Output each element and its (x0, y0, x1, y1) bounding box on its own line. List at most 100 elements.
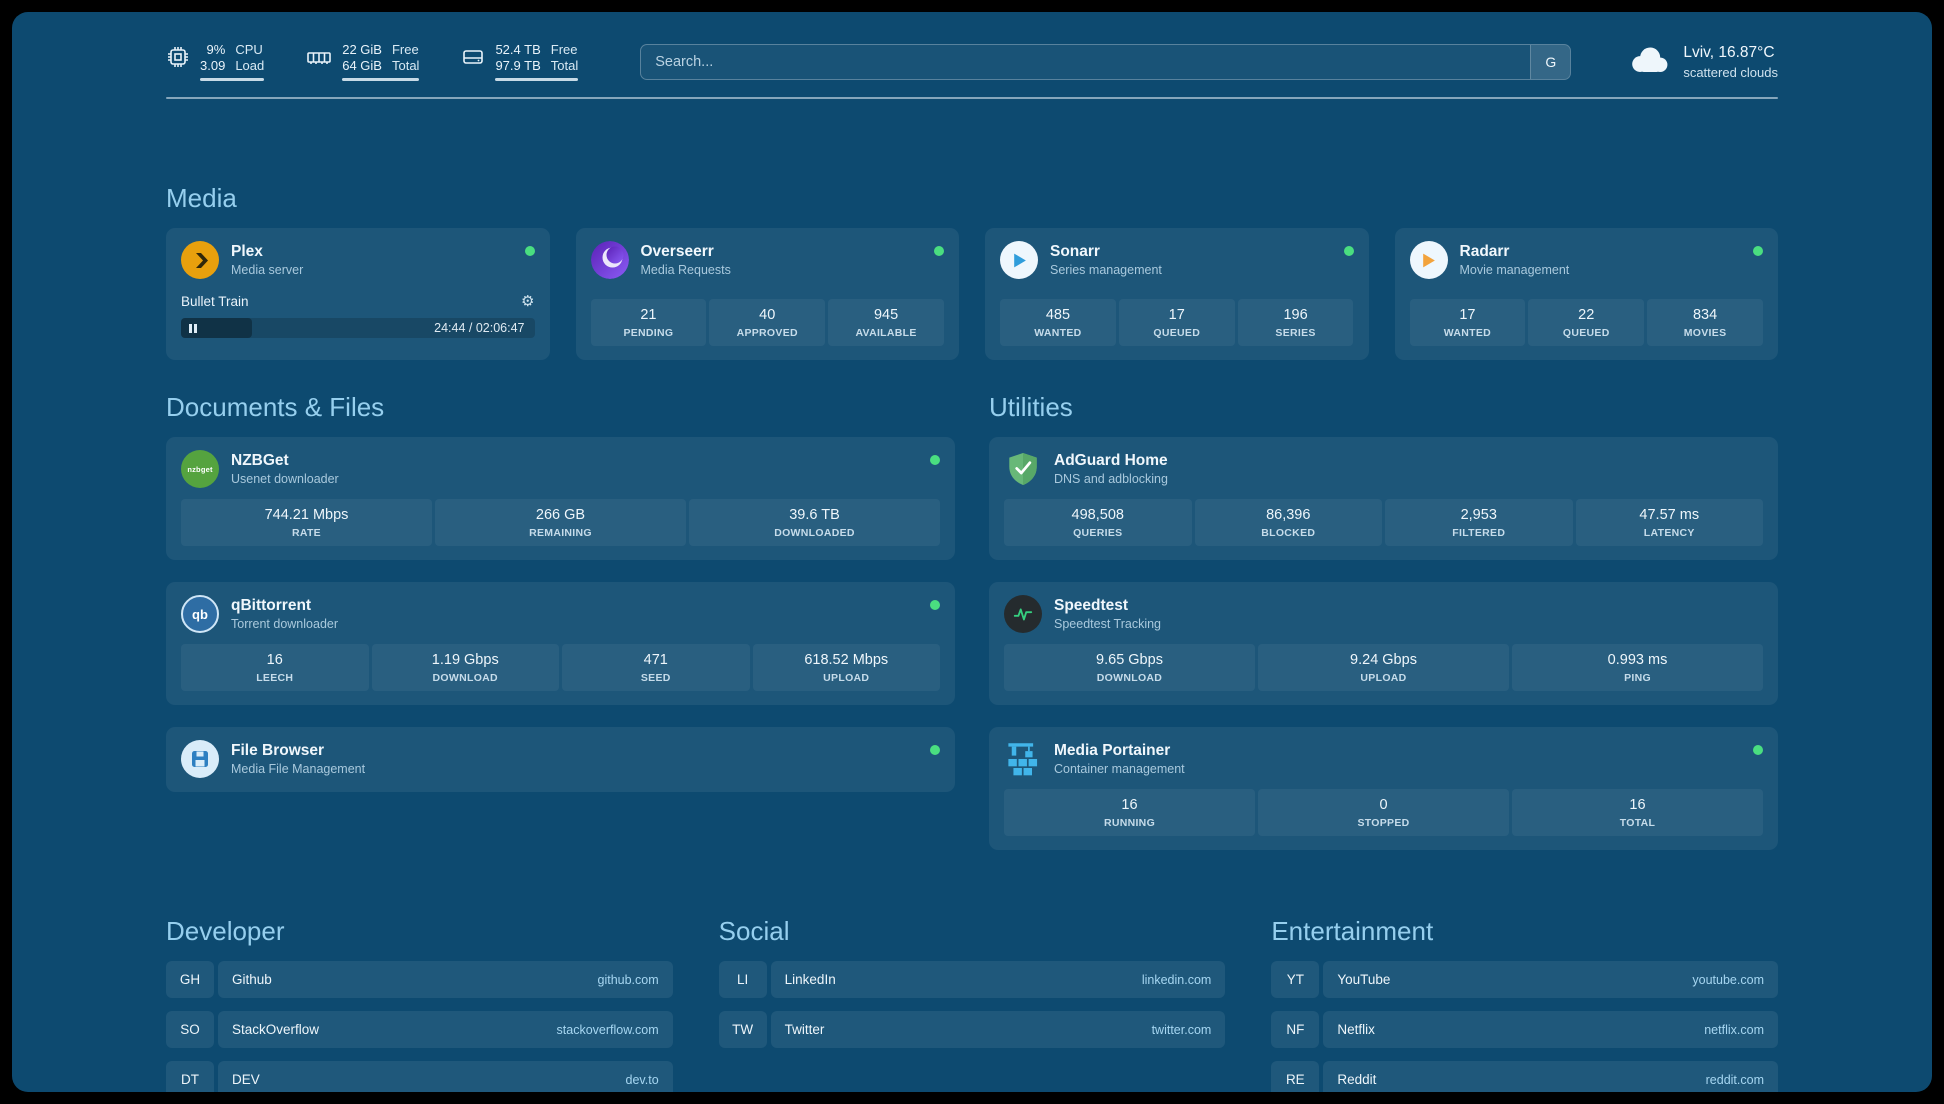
service-card-nzbget[interactable]: nzbget NZBGet Usenet downloader 744.21 M… (166, 437, 955, 560)
service-description: Series management (1050, 263, 1162, 277)
stat-downloaded: 39.6 TB DOWNLOADED (689, 499, 940, 546)
disk-total-value: 97.9 TB (495, 58, 541, 73)
bookmark-url: twitter.com (1151, 1022, 1212, 1037)
bookmark-reddit[interactable]: RE Reddit reddit.com (1271, 1061, 1778, 1092)
section-title-utilities: Utilities (989, 392, 1073, 422)
stat-series: 196 SERIES (1237, 299, 1354, 346)
bookmark-twitter[interactable]: TW Twitter twitter.com (718, 1011, 1226, 1048)
stat-ping: 0.993 ms PING (1512, 644, 1763, 691)
stat-remaining: 266 GB REMAINING (435, 499, 686, 546)
qbittorrent-icon: qb (181, 595, 219, 633)
plex-now-playing-title: Bullet Train (181, 293, 249, 309)
bookmark-name: DEV (232, 1072, 260, 1087)
service-card-portainer[interactable]: Media Portainer Container management 16 … (989, 727, 1778, 850)
bookmark-group-social: Social LI LinkedIn linkedin.com TW Twitt… (718, 916, 1226, 1092)
service-card-adguard[interactable]: AdGuard Home DNS and adblocking 498,508 … (989, 437, 1778, 560)
resource-widgets: 9% 3.09 CPU Load (166, 42, 579, 81)
service-name: File Browser (231, 742, 325, 759)
stat-queued: 17 QUEUED (1118, 299, 1235, 346)
plex-icon (181, 241, 219, 279)
bookmark-github[interactable]: GH Github github.com (166, 961, 673, 998)
disk-progress-bar (495, 78, 579, 81)
service-card-overseerr[interactable]: Overseerr Media Requests 21 PENDING 40 A… (575, 228, 959, 360)
section-title-media: Media (166, 183, 237, 213)
pause-icon[interactable] (189, 323, 197, 333)
service-card-speedtest[interactable]: Speedtest Speedtest Tracking 9.65 Gbps D… (989, 582, 1778, 705)
service-card-plex[interactable]: Plex Media server Bullet Train ⚙ 24:44 (166, 228, 550, 360)
bookmark-dev[interactable]: DT DEV dev.to (166, 1061, 673, 1092)
search-provider-button[interactable]: G (1530, 44, 1571, 79)
gear-icon[interactable]: ⚙ (521, 292, 535, 310)
search-input[interactable] (641, 44, 1531, 79)
service-card-sonarr[interactable]: Sonarr Series management 485 WANTED 17 Q… (985, 228, 1369, 360)
bookmark-abbr: GH (166, 961, 214, 998)
service-card-qbittorrent[interactable]: qb qBittorrent Torrent downloader 16 (166, 582, 955, 705)
bookmark-name: Github (232, 972, 272, 987)
service-description: Torrent downloader (231, 617, 339, 631)
stat-stopped: 0 STOPPED (1258, 789, 1509, 836)
service-name: NZBGet (231, 452, 289, 469)
service-card-radarr[interactable]: Radarr Movie management 17 WANTED 22 QUE… (1394, 228, 1778, 360)
memory-free-label: Free (391, 42, 419, 57)
status-dot (930, 745, 940, 755)
bookmark-linkedin[interactable]: LI LinkedIn linkedin.com (718, 961, 1226, 998)
memory-total-label: Total (391, 58, 420, 73)
status-dot (934, 246, 944, 256)
stat-queued: 22 QUEUED (1528, 299, 1645, 346)
bookmark-url: linkedin.com (1141, 972, 1212, 987)
bookmark-abbr: LI (718, 961, 767, 998)
search-bar: G (640, 43, 1572, 80)
cpu-load-label: Load (235, 58, 265, 73)
stat-leech: 16 LEECH (181, 644, 369, 691)
service-description: Media server (231, 263, 304, 277)
bookmark-abbr: YT (1271, 961, 1320, 998)
status-dot (1343, 246, 1354, 256)
memory-icon (306, 42, 332, 69)
stat-queries: 498,508 QUERIES (1004, 499, 1192, 546)
bookmark-url: netflix.com (1704, 1022, 1764, 1037)
speedtest-icon (1004, 595, 1042, 633)
status-dot (1753, 246, 1763, 256)
bookmark-name: YouTube (1337, 972, 1391, 987)
stat-running: 16 RUNNING (1004, 789, 1255, 836)
stat-wanted: 17 WANTED (1409, 299, 1526, 346)
resource-cpu: 9% 3.09 CPU Load (166, 42, 265, 81)
status-dot (930, 455, 940, 465)
section-title-social: Social (718, 916, 790, 946)
plex-progress-bar[interactable]: 24:44 / 02:06:47 (181, 318, 535, 338)
topbar-divider (166, 97, 1778, 99)
bookmark-youtube[interactable]: YT YouTube youtube.com (1271, 961, 1778, 998)
disk-free-label: Free (550, 42, 578, 57)
bookmark-group-entertainment: Entertainment YT YouTube youtube.com NF … (1271, 916, 1778, 1092)
stat-rate: 744.21 Mbps RATE (181, 499, 432, 546)
service-name: Sonarr (1050, 243, 1100, 260)
stat-approved: 40 APPROVED (709, 299, 826, 346)
section-title-developer: Developer (166, 916, 285, 946)
plex-progress-fill (181, 318, 252, 338)
portainer-icon (1004, 740, 1042, 778)
weather-widget[interactable]: Lviv, 16.87°C scattered clouds (1625, 43, 1778, 80)
section-title-documents: Documents & Files (166, 392, 385, 422)
service-description: DNS and adblocking (1054, 472, 1168, 486)
cpu-progress-bar (200, 78, 265, 81)
bookmark-url: github.com (597, 972, 659, 987)
bookmark-abbr: RE (1271, 1061, 1320, 1092)
overseerr-icon (590, 241, 629, 279)
service-description: Speedtest Tracking (1054, 617, 1162, 631)
stat-movies: 834 MOVIES (1647, 299, 1763, 346)
disk-free-value: 52.4 TB (495, 42, 541, 57)
service-description: Container management (1054, 762, 1185, 776)
bookmark-url: dev.to (625, 1072, 659, 1087)
disk-total-label: Total (550, 58, 579, 73)
service-description: Media Requests (640, 263, 731, 277)
service-description: Media File Management (231, 762, 366, 776)
filebrowser-icon (181, 740, 219, 778)
resource-memory: 22 GiB 64 GiB Free Total (306, 42, 420, 81)
service-card-filebrowser[interactable]: File Browser Media File Management (166, 727, 955, 792)
bookmark-stackoverflow[interactable]: SO StackOverflow stackoverflow.com (166, 1011, 673, 1048)
bookmark-name: LinkedIn (784, 972, 836, 987)
bookmark-netflix[interactable]: NF Netflix netflix.com (1271, 1011, 1778, 1048)
service-name: Speedtest (1054, 597, 1129, 614)
weather-location: Lviv, 16.87°C (1683, 43, 1775, 61)
bookmark-name: Reddit (1337, 1072, 1377, 1087)
